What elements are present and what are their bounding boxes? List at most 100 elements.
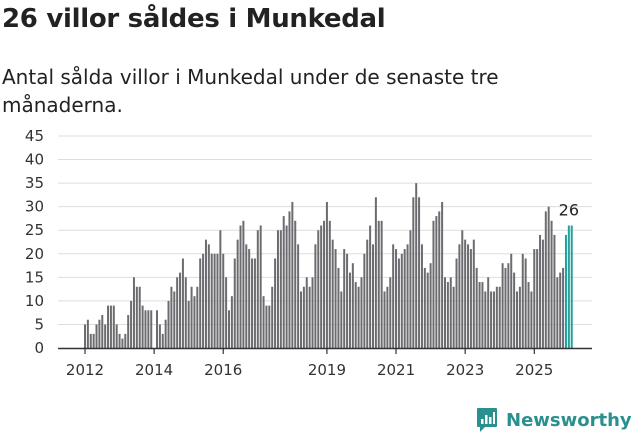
bar — [95, 324, 98, 348]
bar — [516, 291, 518, 348]
bar — [446, 282, 449, 348]
x-tick-label: 2021 — [377, 361, 415, 379]
bar — [297, 244, 300, 348]
bar — [130, 300, 133, 348]
bar — [233, 258, 236, 348]
bar — [562, 267, 565, 348]
bar — [395, 249, 398, 348]
bar — [484, 291, 487, 348]
bar — [524, 258, 527, 348]
bar — [386, 286, 389, 348]
bar — [118, 333, 121, 348]
bar — [403, 249, 406, 348]
bar — [472, 239, 475, 348]
bar — [337, 267, 340, 348]
bar — [156, 310, 158, 348]
bar — [222, 253, 225, 348]
bar — [288, 211, 291, 348]
y-tick-label: 5 — [34, 315, 44, 333]
bar — [389, 277, 392, 348]
bar — [285, 225, 288, 348]
bar — [487, 277, 490, 348]
bar — [242, 220, 245, 348]
bar — [556, 277, 559, 348]
bar — [441, 201, 444, 348]
bar — [377, 220, 380, 348]
bar — [115, 324, 118, 348]
bar — [366, 239, 369, 348]
bar — [461, 230, 464, 348]
bar — [213, 253, 216, 348]
bar — [210, 253, 213, 348]
chart-title: 26 villor såldes i Munkedal — [2, 4, 386, 34]
x-axis-ticks: 2012 2014 2016 2019 2021 2023 2025 — [66, 348, 553, 379]
bar — [510, 253, 513, 348]
bar — [412, 197, 415, 348]
bar — [340, 291, 343, 348]
bar — [199, 258, 202, 348]
x-tick-label: 2025 — [515, 361, 553, 379]
bar-highlight — [567, 225, 570, 348]
x-tick-label: 2016 — [204, 361, 242, 379]
y-tick-label: 20 — [25, 245, 44, 263]
bar — [256, 230, 259, 348]
bar — [173, 291, 176, 348]
bar — [374, 197, 377, 348]
bar — [150, 310, 153, 348]
bar — [179, 272, 182, 348]
bar — [98, 319, 101, 348]
y-tick-label: 35 — [25, 174, 44, 192]
bar — [418, 197, 421, 348]
bar — [478, 282, 481, 348]
bar — [357, 286, 360, 348]
bar — [343, 249, 346, 348]
bar — [104, 324, 107, 348]
bar — [323, 220, 326, 348]
bar — [300, 291, 302, 348]
bar — [351, 263, 354, 348]
bar — [84, 324, 86, 348]
bar — [207, 244, 210, 348]
bar — [265, 305, 268, 348]
value-labels: 26 — [559, 201, 579, 220]
bar — [530, 291, 533, 348]
bar — [507, 263, 510, 348]
bar — [311, 277, 314, 348]
bar — [423, 267, 426, 348]
bar — [420, 244, 423, 348]
bar — [458, 244, 461, 348]
x-tick-label: 2019 — [308, 361, 346, 379]
bar — [449, 277, 452, 348]
bar — [539, 234, 542, 348]
bar — [135, 286, 138, 348]
bar — [107, 305, 110, 348]
bar — [415, 183, 418, 348]
bar — [559, 272, 562, 348]
bar — [536, 249, 539, 348]
bar — [89, 333, 92, 348]
bar — [492, 291, 495, 348]
last-value-label: 26 — [559, 201, 579, 220]
bar — [167, 300, 170, 348]
bar — [262, 296, 265, 348]
bar — [251, 258, 254, 348]
bar — [521, 253, 524, 348]
bar — [176, 277, 179, 348]
bar — [158, 324, 161, 348]
bar — [138, 286, 141, 348]
bar — [164, 319, 167, 348]
bar — [282, 216, 285, 348]
bar — [348, 272, 351, 348]
x-tick-label: 2014 — [135, 361, 173, 379]
bar — [541, 239, 544, 348]
bar — [101, 315, 104, 348]
bar — [518, 286, 521, 348]
bar — [245, 244, 248, 348]
bar — [305, 277, 308, 348]
bar — [86, 319, 89, 348]
bar — [467, 244, 470, 348]
bars — [84, 183, 573, 348]
y-axis-ticks: 0 5 10 15 20 25 30 35 40 45 — [25, 127, 44, 357]
bar — [216, 253, 219, 348]
